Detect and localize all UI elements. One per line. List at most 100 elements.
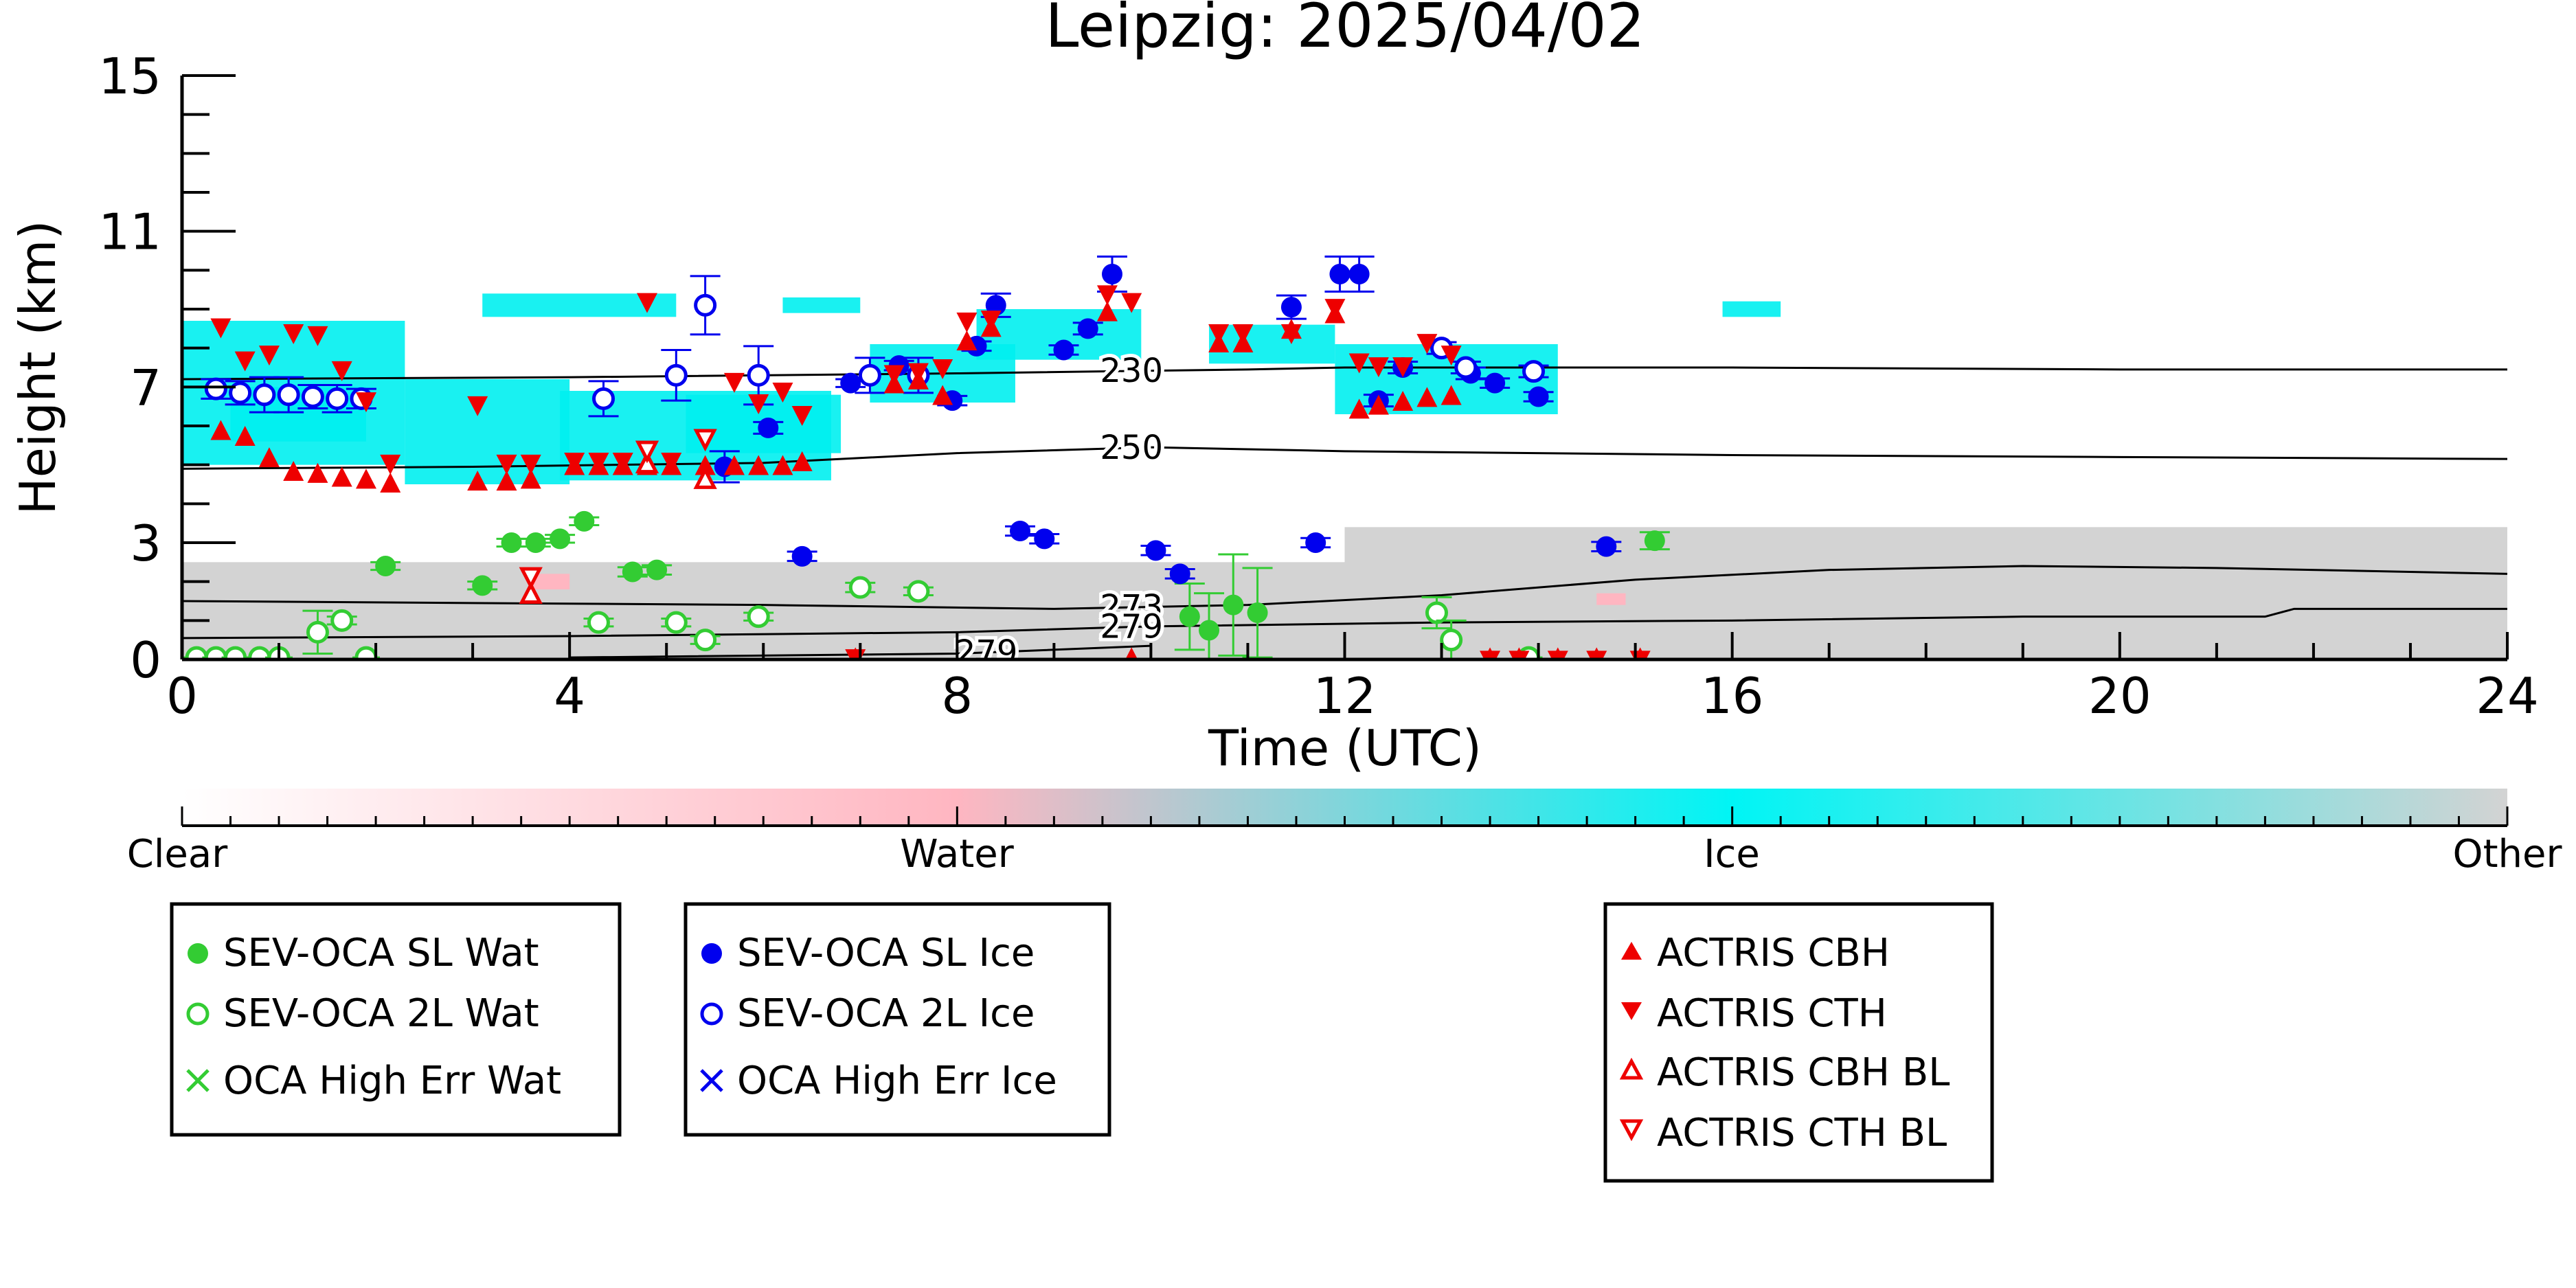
actris-cbh-point xyxy=(210,420,231,440)
contour-label-273: 273 xyxy=(1100,588,1163,626)
actris-cbh-point xyxy=(234,426,256,446)
legend-box xyxy=(1603,902,1994,1183)
actris-cth-point xyxy=(723,372,745,393)
y-axis-label: Height (km) xyxy=(9,221,67,515)
sev-oca-sl-wat-point xyxy=(1199,620,1220,641)
colorbar-label-ice: Ice xyxy=(1704,832,1760,877)
contour-label-250: 250 xyxy=(1100,429,1163,467)
actris-cth-point xyxy=(331,361,352,381)
water-mask-region xyxy=(530,574,570,589)
ice-mask-region xyxy=(1209,324,1335,364)
x-tick-label: 24 xyxy=(2476,667,2539,725)
actris-cbh-point xyxy=(791,451,813,471)
actris-cth-point xyxy=(1440,346,1462,366)
legend-ice: SEV-OCA SL Ice SEV-OCA 2L Ice OCA High E… xyxy=(683,902,1111,1137)
sev-oca-2l-ice-point xyxy=(664,363,688,387)
water-mask-region xyxy=(1596,593,1626,605)
actris-cth-point xyxy=(637,293,657,313)
legend-marker-sl-wat xyxy=(188,943,208,964)
actris-cbh-point xyxy=(380,473,401,493)
sev-oca-2l-wat-point xyxy=(694,629,717,652)
actris-cth-point xyxy=(355,392,376,413)
sev-oca-sl-wat-point xyxy=(525,532,546,553)
actris-cbh-point xyxy=(723,455,745,475)
ice-mask-region xyxy=(782,297,861,313)
sev-oca-sl-ice-point xyxy=(1348,264,1370,284)
legend-box xyxy=(170,902,622,1137)
y-tick-label: 11 xyxy=(98,203,161,261)
y-tick-label: 7 xyxy=(130,359,161,416)
sev-oca-sl-wat-point xyxy=(550,528,571,550)
actris-cth-point xyxy=(1480,651,1501,659)
x-tick-label: 0 xyxy=(166,667,198,725)
actris-cth-point xyxy=(1096,285,1118,306)
contour-273-line xyxy=(182,565,2507,610)
actris-cbh-point xyxy=(520,468,541,489)
sev-oca-sl-ice-point xyxy=(1169,563,1190,585)
legend-marker-higherr-ice xyxy=(700,1069,723,1092)
actris-cbh-point xyxy=(496,471,517,491)
sev-oca-sl-ice-point xyxy=(1053,339,1074,361)
contour-label-279: 279 xyxy=(955,633,1018,672)
legend-marker-2l-ice xyxy=(700,1002,723,1026)
sev-oca-sl-ice-point xyxy=(1010,521,1031,541)
colorbar-label-clear: Clear xyxy=(127,832,228,877)
actris-cth-point xyxy=(772,383,793,403)
sev-oca-sl-wat-point xyxy=(622,561,643,583)
sev-oca-2l-ice-point xyxy=(747,363,770,387)
actris-cth-bl-point xyxy=(519,567,543,590)
actris-cth-point xyxy=(661,453,682,473)
actris-cth-point xyxy=(748,394,769,414)
actris-cth-point xyxy=(932,359,953,379)
x-tick-label: 12 xyxy=(1313,667,1377,725)
legend-water: SEV-OCA SL Wat SEV-OCA 2L Wat OCA High E… xyxy=(170,902,622,1137)
actris-cth-point xyxy=(520,454,541,475)
legend-entry-cth: ACTRIS CTH xyxy=(1657,991,1887,1036)
sev-oca-sl-ice-point xyxy=(1596,536,1617,557)
actris-cth-bl-point xyxy=(693,429,717,452)
sev-oca-2l-ice-point xyxy=(301,385,324,408)
sev-oca-sl-ice-point xyxy=(758,417,779,438)
actris-cbh-point xyxy=(694,455,716,475)
actris-cbh-point xyxy=(258,447,280,468)
legend-box xyxy=(683,902,1111,1137)
actris-cth-point xyxy=(883,365,905,385)
legend-entry-higherr-ice: OCA High Err Ice xyxy=(737,1059,1057,1103)
actris-cth-point xyxy=(1416,334,1438,354)
legend-entry-cbh-bl: ACTRIS CBH BL xyxy=(1657,1050,1950,1095)
sev-oca-sl-ice-point xyxy=(1280,297,1302,318)
actris-cth-point xyxy=(1324,299,1346,319)
colorbar-label-other: Other xyxy=(2452,832,2562,877)
sev-oca-2l-ice-point xyxy=(253,383,276,407)
sev-oca-sl-wat-point xyxy=(646,559,668,580)
actris-cth-point xyxy=(980,310,1002,331)
sev-oca-2l-wat-point xyxy=(330,609,354,632)
sev-oca-2l-wat-point xyxy=(747,605,770,629)
sev-oca-sl-ice-point xyxy=(985,295,1006,316)
chart-title: Leipzig: 2025/04/02 xyxy=(1045,0,1645,61)
actris-cbh-bl-point xyxy=(519,581,543,604)
legend-marker-cbh-bl xyxy=(1619,1057,1644,1080)
y-tick-label: 0 xyxy=(130,631,161,689)
sev-oca-sl-wat-point xyxy=(501,532,522,553)
actris-cth-point xyxy=(1392,357,1414,378)
legend-entry-sl-ice: SEV-OCA SL Ice xyxy=(737,931,1035,975)
retrieval-markers xyxy=(183,256,1670,659)
sev-oca-2l-wat-point xyxy=(664,611,688,634)
x-tick-label: 20 xyxy=(2088,667,2151,725)
legend-marker-cth-bl xyxy=(1619,1119,1644,1142)
sev-oca-sl-ice-point xyxy=(1077,318,1098,339)
contour-label-230: 230 xyxy=(1100,352,1163,390)
actris-cth-point xyxy=(956,313,978,332)
legend-marker-higherr-wat xyxy=(186,1069,210,1092)
actris-cbh-point xyxy=(772,455,793,475)
sev-oca-sl-wat-point xyxy=(574,510,595,532)
sev-oca-sl-ice-point xyxy=(840,372,861,394)
axes: 0 4 8 12 16 20 24 0 3 7 11 15 xyxy=(98,47,2538,725)
sev-oca-2l-ice-point xyxy=(592,387,615,410)
legend-entry-cbh: ACTRIS CBH xyxy=(1657,931,1890,975)
actris-cbh-point xyxy=(331,466,352,487)
sev-oca-2l-wat-point xyxy=(587,611,610,634)
actris-cth-point xyxy=(612,453,633,473)
sev-oca-2l-wat-point xyxy=(907,580,930,603)
